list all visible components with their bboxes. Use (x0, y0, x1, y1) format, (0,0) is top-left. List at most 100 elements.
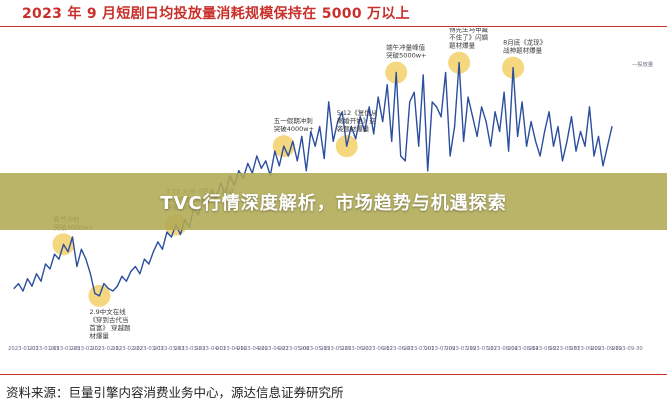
data-point (494, 111, 496, 113)
data-point (40, 280, 42, 282)
data-point (427, 170, 429, 172)
data-point (521, 101, 523, 103)
data-point (323, 157, 325, 160)
annotation-label: 袭题材爆量 (337, 124, 370, 133)
annotation-label: 《穿到古代当 (89, 315, 128, 324)
data-point (534, 140, 537, 142)
data-point (76, 265, 78, 268)
data-point (134, 265, 136, 268)
annotation-label: 端午冲量峰值 (386, 43, 426, 52)
data-point (283, 145, 285, 147)
data-point (238, 170, 240, 172)
annotation-label: 傅先生马甲藏 (449, 28, 489, 34)
data-point (597, 135, 600, 137)
data-point (332, 140, 334, 142)
annotation-label: 不住了》闪婚 (449, 33, 489, 42)
x-tick-label: 2023-06-21 (383, 346, 414, 352)
x-tick-label: 2023-03-23 (175, 346, 206, 352)
annotation-label: 8月底《龙现》 (503, 38, 546, 47)
annotation-label: 突破4000w+ (274, 124, 314, 133)
data-point (391, 140, 393, 142)
data-point (570, 116, 573, 118)
data-point (13, 287, 15, 290)
data-point (130, 270, 132, 272)
data-point (157, 241, 159, 243)
x-tick-label: 2023-07-27 (466, 346, 497, 352)
data-point (463, 140, 465, 142)
data-point (355, 138, 357, 140)
data-point (328, 101, 330, 103)
data-point (22, 290, 24, 292)
x-tick-label: 2023-09-09 (570, 346, 601, 352)
x-tick-label: 2023-01-15 (29, 346, 60, 352)
data-point (125, 280, 128, 282)
x-tick-label: 2023-02-12 (91, 346, 122, 352)
data-point (148, 263, 150, 265)
data-point (292, 140, 294, 142)
annotation-label: 5.12《复仇从 (337, 108, 378, 117)
data-point (382, 121, 384, 123)
data-point (516, 135, 519, 137)
data-point (498, 130, 501, 133)
data-point (152, 251, 154, 253)
data-point (512, 67, 514, 69)
data-point (454, 125, 456, 128)
data-point (485, 121, 487, 123)
data-point (606, 145, 609, 147)
data-point (611, 125, 613, 128)
data-point (301, 135, 303, 137)
data-point (368, 106, 370, 108)
data-point (247, 162, 249, 164)
data-point (476, 135, 478, 137)
data-point (472, 116, 474, 118)
data-point (373, 133, 375, 135)
data-point (296, 160, 298, 162)
data-point (179, 233, 181, 236)
data-point (346, 145, 348, 147)
data-point (53, 253, 56, 255)
legend: —投放量 (632, 60, 654, 68)
data-point (575, 150, 577, 152)
data-point (530, 121, 532, 123)
data-point (274, 150, 276, 152)
annotation-label: 离婚开始》逆 (337, 116, 377, 125)
data-point (89, 273, 92, 275)
data-point (552, 145, 555, 147)
data-point (445, 71, 447, 74)
data-point (26, 278, 29, 280)
data-point (490, 145, 492, 147)
data-point (602, 165, 604, 167)
x-tick-label: 2023-05-25 (320, 346, 351, 352)
data-point (458, 62, 460, 64)
data-point (449, 155, 451, 157)
data-point (112, 290, 114, 292)
data-point (579, 130, 582, 133)
x-tick-label: 2023-05-06 (279, 346, 310, 352)
data-point (548, 111, 550, 113)
x-tick-label: 2023-01-01 (8, 346, 39, 352)
x-tick-label: 2023-04-01 (195, 346, 226, 352)
data-point (116, 285, 119, 287)
chart-title: 2023 年 9 月短剧日均投放量消耗规模保持在 5000 万以上 (22, 6, 410, 22)
source-divider (0, 374, 667, 375)
banner-headline: TVC行情深度解析，市场趋势与机遇探索 (160, 193, 507, 214)
overlay-banner: TVC行情深度解析，市场趋势与机遇探索 (0, 173, 667, 230)
annotation-label: 战神题材爆量 (503, 46, 543, 55)
data-point (161, 248, 163, 250)
data-point (561, 160, 564, 162)
x-tick-label: 2023-08-04 (487, 346, 518, 352)
data-point (17, 283, 20, 285)
data-point (584, 145, 586, 147)
data-point (413, 91, 415, 93)
data-point (341, 111, 343, 113)
x-tick-label: 2023-02-22 (112, 346, 143, 352)
data-point (525, 145, 528, 147)
data-point (67, 251, 69, 253)
data-point (305, 170, 307, 172)
source-note: 资料来源：巨量引擎内容消费业务中心，源达信息证券研究所 (6, 385, 344, 400)
data-point (107, 287, 110, 290)
data-point (359, 116, 361, 118)
x-tick-label: 2023-08-14 (508, 346, 539, 352)
data-point (71, 236, 74, 238)
